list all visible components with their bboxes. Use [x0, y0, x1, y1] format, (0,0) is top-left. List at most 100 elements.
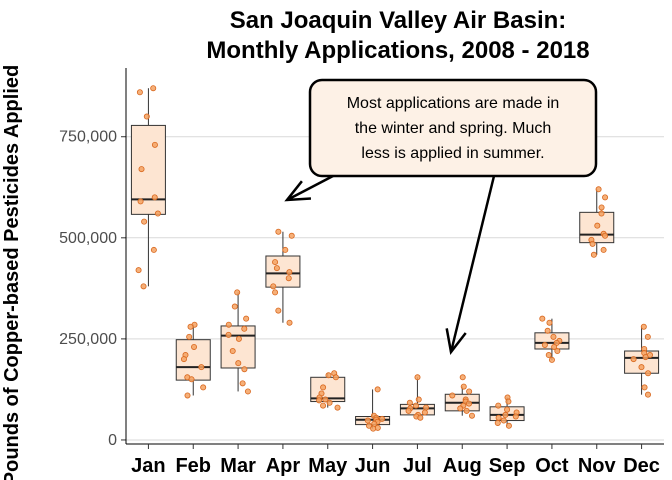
- data-point: [151, 141, 158, 148]
- data-point: [505, 398, 512, 405]
- y-tick-label: 500,000: [59, 230, 117, 247]
- data-point: [187, 323, 194, 330]
- x-tick-label: Jul: [403, 455, 432, 477]
- data-point: [326, 399, 333, 406]
- x-tick-label: May: [308, 455, 348, 477]
- data-point: [466, 388, 473, 395]
- data-point: [505, 422, 512, 429]
- annotation-arrow-left: [286, 174, 334, 202]
- data-point: [414, 374, 421, 381]
- data-point: [642, 354, 649, 361]
- x-tick-label: Jan: [131, 455, 165, 477]
- data-point: [460, 383, 467, 390]
- grid-lines: [126, 136, 664, 441]
- y-tick-label: 250,000: [59, 331, 117, 348]
- data-point: [235, 335, 242, 342]
- data-point: [364, 417, 371, 424]
- data-point: [457, 405, 464, 412]
- box-body: [265, 255, 301, 288]
- data-point: [191, 343, 198, 350]
- data-point: [546, 319, 553, 326]
- x-tick-label: Nov: [578, 455, 617, 477]
- data-point: [366, 422, 373, 429]
- data-point: [272, 259, 279, 266]
- data-point: [241, 366, 248, 373]
- data-point: [638, 364, 645, 371]
- data-point: [463, 407, 470, 414]
- annotation-box: [308, 78, 598, 178]
- data-point: [548, 356, 555, 363]
- chart-title-line-1: San Joaquin Valley Air Basin:: [230, 7, 567, 34]
- data-point: [275, 228, 282, 235]
- data-point: [541, 341, 548, 348]
- annotation-arrow-down-head: [445, 328, 467, 355]
- data-point: [644, 333, 651, 340]
- data-point: [234, 289, 241, 296]
- data-point: [595, 186, 602, 193]
- data-point: [594, 222, 601, 229]
- data-point: [140, 283, 147, 290]
- annotation: Most applications are made in the winter …: [284, 78, 598, 355]
- data-point: [275, 307, 282, 314]
- data-point: [138, 166, 145, 173]
- data-point: [239, 380, 246, 387]
- data-point: [188, 376, 195, 383]
- data-point: [502, 411, 509, 418]
- data-point: [320, 402, 327, 409]
- x-tick-label: Apr: [266, 455, 301, 477]
- data-point: [286, 269, 293, 276]
- data-point: [225, 331, 232, 338]
- data-point: [272, 289, 279, 296]
- axes: 0 250,000 500,000 750,000 Jan Feb Mar Apr May Jun…: [59, 68, 664, 477]
- y-tick-label: 750,000: [59, 129, 117, 146]
- data-point: [544, 327, 551, 334]
- data-point: [374, 386, 381, 393]
- data-point: [151, 194, 158, 201]
- data-point: [286, 319, 293, 326]
- data-point: [423, 404, 430, 411]
- annotation-text-line: less is applied in summer.: [361, 145, 544, 162]
- data-point: [554, 348, 561, 355]
- data-point: [137, 198, 144, 205]
- data-point: [235, 360, 242, 367]
- data-point: [225, 321, 232, 328]
- data-point: [645, 370, 652, 377]
- data-point: [449, 392, 456, 399]
- data-point: [495, 414, 502, 421]
- data-point: [322, 396, 329, 403]
- x-tick-label: Aug: [443, 455, 482, 477]
- data-point: [154, 210, 161, 217]
- data-point: [640, 323, 647, 330]
- data-point: [504, 406, 511, 413]
- data-point: [468, 412, 475, 419]
- data-point: [600, 246, 607, 253]
- data-point: [288, 232, 295, 239]
- data-point: [200, 384, 207, 391]
- x-tick-label: Sep: [489, 455, 526, 477]
- data-point: [598, 210, 605, 217]
- data-point: [602, 194, 609, 201]
- x-tick-label: Feb: [175, 455, 211, 477]
- data-point: [545, 352, 552, 359]
- data-point: [198, 364, 205, 371]
- data-point: [135, 267, 142, 274]
- data-point: [285, 275, 292, 282]
- data-point: [641, 384, 648, 391]
- data-point: [421, 409, 428, 416]
- data-point: [500, 417, 507, 424]
- data-point: [415, 396, 422, 403]
- box-body: [130, 124, 166, 215]
- data-point: [243, 315, 250, 322]
- data-point: [282, 246, 289, 253]
- data-point: [494, 419, 501, 426]
- data-point: [590, 251, 597, 258]
- data-point: [598, 204, 605, 211]
- data-point: [136, 89, 143, 96]
- chart-title-line-2: Monthly Applications, 2008 - 2018: [206, 37, 589, 64]
- data-point: [184, 392, 191, 399]
- data-point: [589, 240, 596, 247]
- data-point: [459, 374, 466, 381]
- data-point: [466, 400, 473, 407]
- data-point: [316, 397, 323, 404]
